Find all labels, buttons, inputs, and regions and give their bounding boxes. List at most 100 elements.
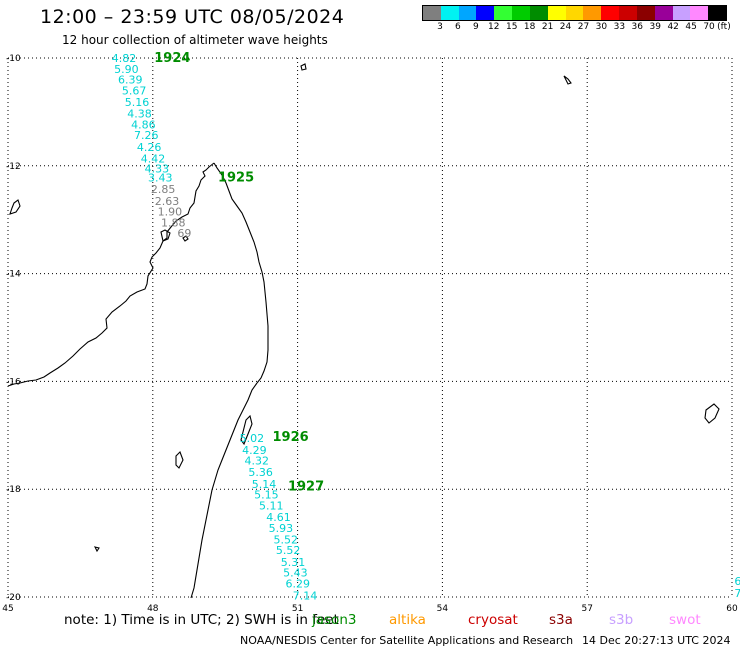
wave-height-value: 4.86 [131, 118, 156, 131]
wave-height-value: 5.15 [254, 489, 279, 502]
color-legend: 3 6 9 12 15 18 21 24 27 30 33 36 39 42 45 70 (ft) [422, 5, 731, 34]
legend-swatch [423, 6, 441, 20]
legend-label: 24 [559, 22, 572, 32]
track-time-label: 1924 [154, 51, 190, 66]
wave-height-value: 1.88 [161, 216, 186, 229]
small-islet [182, 235, 189, 242]
legend-label: 36 [631, 22, 644, 32]
legend-label: 70 [703, 22, 715, 32]
wave-height-value: 7.14 [293, 589, 318, 602]
wave-height-value: 6.39 [118, 74, 143, 87]
wave-height-value: 4.33 [145, 162, 170, 175]
map-title: 12:00 – 23:59 UTC 08/05/2024 [40, 6, 345, 28]
credit-line: NOAA/NESDIS Center for Satellite Applica… [240, 634, 574, 647]
lon-tick-label: 57 [581, 604, 592, 614]
europa-islet [175, 451, 184, 469]
south-east-coast [190, 382, 258, 599]
satellite-name: cryosat [468, 612, 518, 628]
legend-swatch [690, 6, 709, 20]
nosy-be-island [160, 229, 171, 242]
legend-swatch [494, 6, 513, 20]
wave-height-value: 5.14 [252, 478, 277, 491]
lon-tick-label: 54 [437, 604, 449, 614]
satellite-name: s3b [609, 612, 634, 628]
wave-height-value: 4.61 [266, 511, 291, 524]
satellite-name: jason3 [312, 612, 357, 628]
legend-label: 27 [577, 22, 590, 32]
legend-label: 45 [685, 22, 697, 32]
legend-label: 6 [455, 22, 461, 32]
lat-tick-label: -10 [6, 54, 21, 64]
wave-height-value: 5.31 [281, 556, 306, 569]
legend-swatch [512, 6, 530, 20]
legend-label: 39 [649, 22, 661, 32]
legend-swatch [547, 6, 566, 20]
legend-label: 15 [505, 22, 518, 32]
legend-swatch [619, 6, 637, 20]
lon-tick-label: 48 [147, 604, 159, 614]
wave-height-value: 6.29 [286, 578, 311, 591]
wave-height-value: 4.82 [112, 52, 137, 65]
lat-tick-label: -18 [6, 485, 21, 495]
lon-tick-label: 51 [292, 604, 303, 614]
legend-swatch [458, 6, 477, 20]
juan-de-nova-islet [93, 546, 100, 553]
altimeter-track-c: 67 [734, 575, 740, 600]
wave-height-value: 6 [734, 575, 740, 588]
track-time-label: 1925 [218, 171, 254, 186]
coastline [7, 63, 720, 599]
legend-swatch [672, 6, 691, 20]
lat-lon-grid [7, 57, 733, 598]
wave-height-value: 5.02 [240, 432, 265, 445]
lon-tick-label: 60 [726, 604, 738, 614]
legend-labels: 3 6 9 12 15 18 21 24 27 30 33 36 39 42 45 70 (ft) [422, 22, 731, 34]
satellite-name: s3a [549, 612, 573, 628]
madagascar-east-coast [213, 162, 269, 384]
legend-swatch [636, 6, 655, 20]
legend-swatch [583, 6, 602, 20]
legend-label: 33 [613, 22, 626, 32]
wave-height-value: 5.93 [269, 522, 294, 535]
legend-swatch [529, 6, 548, 20]
legend-swatch [654, 6, 673, 20]
glorieuses-islet [300, 63, 307, 71]
legend-label: 12 [488, 22, 500, 32]
wave-height-value: 2.63 [155, 195, 180, 208]
legend-color-bar [422, 5, 727, 21]
legend-unit: (ft) [717, 22, 731, 32]
track-time-label: 1926 [273, 430, 309, 445]
wave-height-value: 5.36 [248, 466, 272, 479]
legend-label: 42 [667, 22, 679, 32]
track-time-label: 1927 [288, 480, 324, 495]
map-subtitle: 12 hour collection of altimeter wave hei… [62, 33, 328, 47]
footer-note: note: 1) Time is in UTC; 2) SWH is in fe… [64, 612, 339, 628]
lat-tick-label: -14 [6, 270, 21, 280]
legend-swatch [440, 6, 459, 20]
legend-label: 3 [437, 22, 443, 32]
altimeter-track-b: 5.024.294.325.365.145.155.114.615.935.52… [240, 430, 324, 602]
rodrigues-island [704, 403, 720, 424]
altimeter-track-a: 4.825.906.395.675.164.384.867.264.264.42… [112, 51, 254, 240]
legend-swatch [708, 6, 727, 20]
wave-height-value: 4.32 [245, 455, 269, 468]
legend-label: 18 [523, 22, 536, 32]
legend-swatch [476, 6, 495, 20]
wave-height-value: 5.43 [283, 567, 308, 580]
wave-height-value: 69 [177, 227, 191, 240]
lat-tick-label: -12 [6, 162, 21, 172]
wave-height-value: 3.43 [148, 172, 173, 185]
wave-height-value: 1.90 [158, 206, 183, 219]
agalega-islet [563, 75, 572, 85]
wave-height-value: 2.85 [151, 183, 176, 196]
wave-height-value: 7 [734, 587, 740, 600]
west-islet [9, 199, 21, 215]
wave-height-value: 4.42 [141, 152, 166, 165]
legend-label: 30 [595, 22, 608, 32]
lon-tick-label: 45 [2, 604, 13, 614]
lat-tick-label: -20 [6, 593, 21, 603]
legend-label: 21 [541, 22, 554, 32]
wave-height-value: 5.52 [276, 544, 301, 557]
wave-height-value: 5.11 [259, 499, 284, 512]
wave-height-value: 5.67 [122, 84, 147, 97]
wave-height-value: 5.90 [114, 63, 139, 76]
